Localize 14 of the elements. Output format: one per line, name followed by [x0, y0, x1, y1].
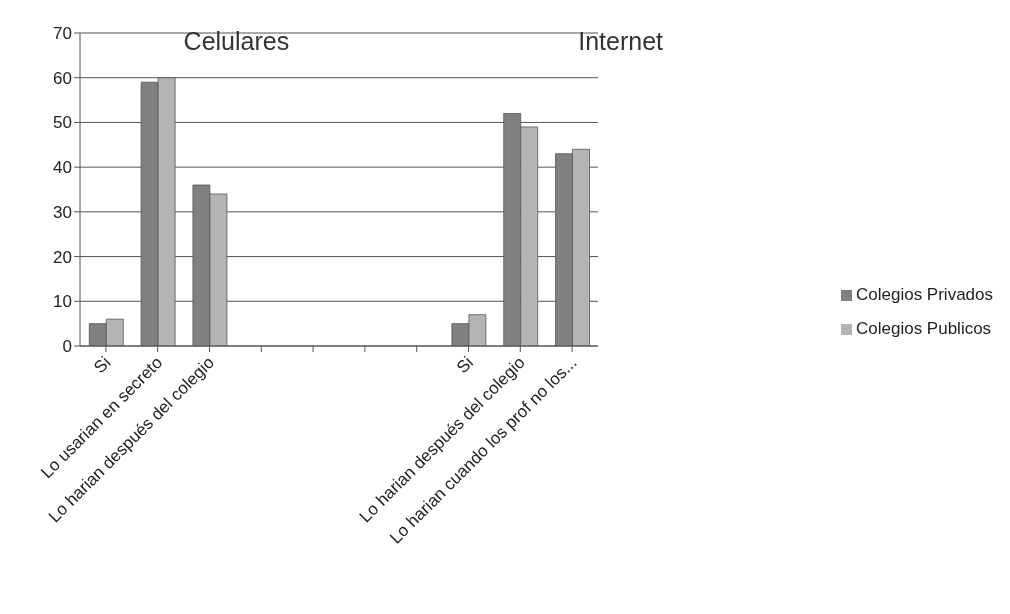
y-tick-label: 10 — [53, 292, 72, 312]
y-tick-label: 70 — [53, 24, 72, 44]
x-tick-label: Si — [90, 353, 115, 378]
legend-label: Colegios Privados — [855, 285, 993, 304]
x-tick-label: Si — [452, 353, 477, 378]
y-tick-label: 40 — [53, 158, 72, 178]
y-tick-label: 60 — [53, 68, 72, 88]
y-tick-label: 0 — [62, 337, 72, 357]
annotation: Internet — [578, 27, 663, 56]
y-tick-label: 20 — [53, 247, 72, 267]
y-tick-label: 30 — [53, 202, 72, 222]
y-tick-label: 50 — [53, 113, 72, 133]
legend-label: Colegios Publicos — [855, 319, 992, 338]
annotation: Celulares — [183, 27, 290, 56]
